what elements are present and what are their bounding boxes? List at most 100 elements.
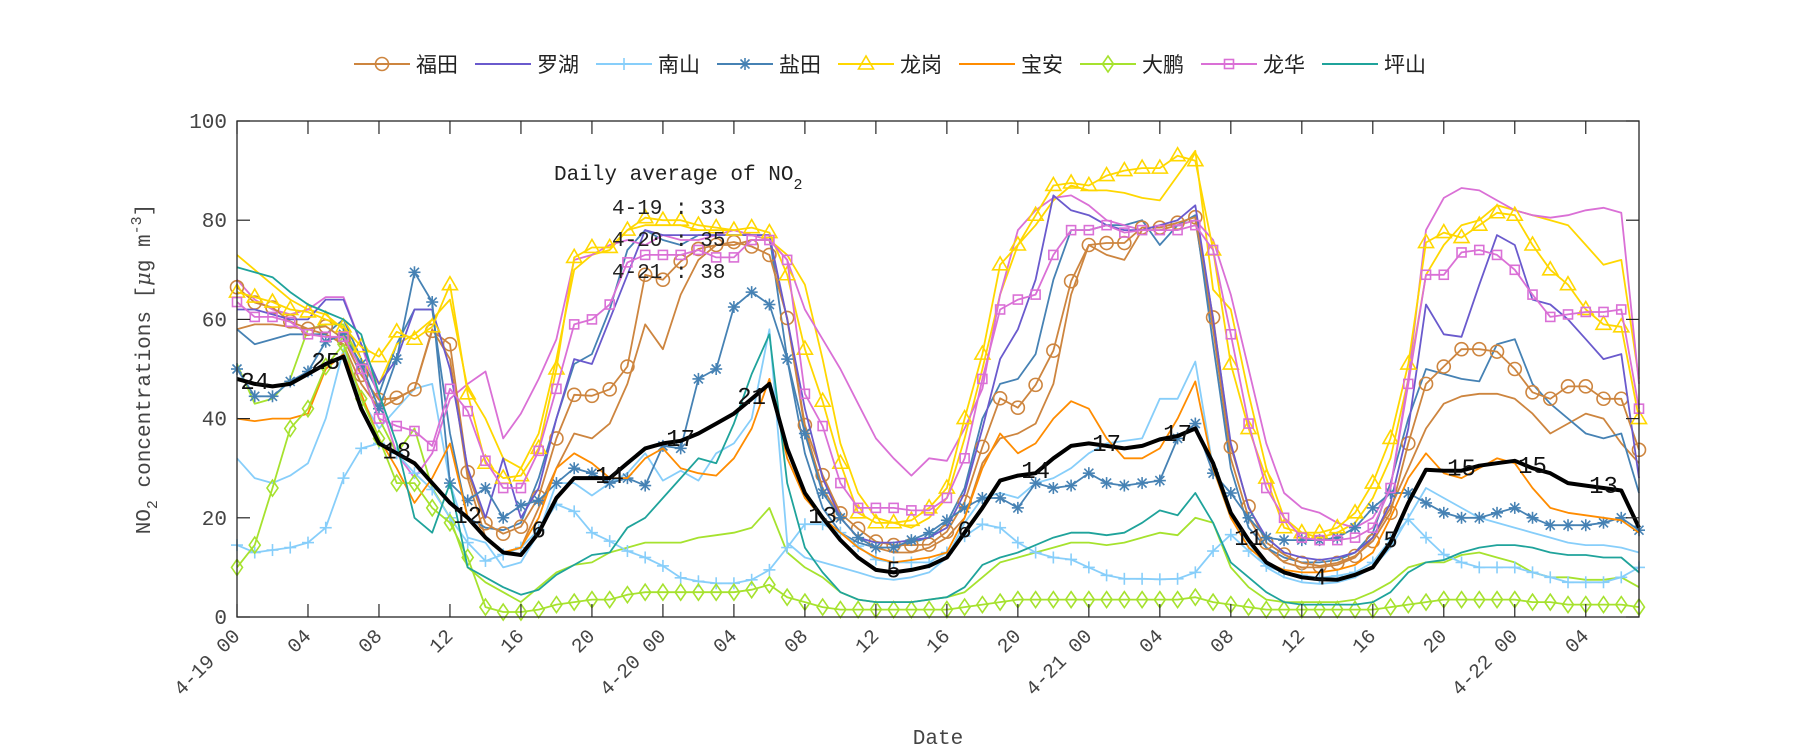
x-tick-label: 16 xyxy=(923,626,956,659)
data-point-diamond xyxy=(1597,595,1610,615)
plot-frame xyxy=(236,120,1640,618)
data-point-triangle xyxy=(423,317,442,333)
data-point-plus xyxy=(1065,553,1078,566)
data-point-square xyxy=(409,425,420,437)
data-point-square xyxy=(1012,294,1024,305)
data-point-diamond xyxy=(727,582,741,602)
data-point-circle xyxy=(1436,359,1452,374)
data-point-triangle xyxy=(991,255,1009,271)
daily-average-annotation: Daily average of NO2 4-19 : 33 4-20 : 35… xyxy=(554,164,802,285)
data-point-diamond xyxy=(1455,590,1469,610)
data-point-circle xyxy=(1596,391,1611,407)
data-point-asterisk xyxy=(1491,506,1504,519)
data-point-triangle xyxy=(1026,205,1045,222)
data-point-asterisk xyxy=(905,534,918,547)
data-point-plus xyxy=(1526,566,1539,579)
y-axis-label: NO2 concentrations [μg m-3] xyxy=(129,204,162,535)
data-point-asterisk xyxy=(692,372,705,385)
data-point-triangle xyxy=(813,391,832,408)
data-point-asterisk xyxy=(1579,519,1592,532)
data-point-asterisk xyxy=(550,477,563,490)
data-point-triangle xyxy=(370,346,388,363)
data-point-asterisk xyxy=(479,482,492,495)
series-line xyxy=(236,154,1640,534)
data-point-plus xyxy=(1171,572,1184,585)
data-point-triangle xyxy=(725,220,743,236)
data-point-plus xyxy=(1029,546,1042,559)
data-point-diamond xyxy=(1419,592,1433,612)
data-point-triangle xyxy=(867,513,885,529)
data-point-plus xyxy=(585,526,598,539)
data-point-square xyxy=(338,331,349,343)
legend-marker-plus xyxy=(618,58,630,70)
data-point-circle xyxy=(1418,376,1434,392)
data-point-asterisk xyxy=(1615,511,1628,524)
data-point-diamond xyxy=(762,575,776,595)
data-point-square xyxy=(302,328,314,340)
point-label: 25 xyxy=(311,350,340,377)
data-point-asterisk xyxy=(1082,467,1095,480)
data-point-diamond xyxy=(1064,590,1078,610)
data-point-square xyxy=(1154,224,1166,236)
data-point-square xyxy=(941,492,953,504)
data-point-diamond xyxy=(691,582,705,602)
data-point-diamond xyxy=(266,478,279,498)
series-罗湖 xyxy=(237,194,1640,561)
series-福田 xyxy=(229,209,1647,574)
data-point-circle xyxy=(1578,379,1594,394)
data-point-triangle xyxy=(1168,146,1187,162)
series-line xyxy=(236,343,1640,613)
x-tick-label: 16 xyxy=(497,626,530,659)
data-point-circle xyxy=(620,359,635,374)
point-label: 21 xyxy=(737,385,766,412)
data-point-diamond xyxy=(1472,590,1486,610)
data-point-triangle xyxy=(1434,222,1453,239)
data-point-square xyxy=(1172,224,1183,236)
data-point-triangle xyxy=(1470,215,1489,231)
point-label: 12 xyxy=(453,504,482,531)
legend-swatch xyxy=(354,56,410,72)
x-tick-label: 04 xyxy=(1136,626,1169,659)
legend-label: 坪山 xyxy=(1384,53,1426,77)
series-龙华 xyxy=(231,219,1645,546)
data-point-square xyxy=(267,311,278,323)
legend-swatch xyxy=(1322,63,1378,65)
data-point-diamond xyxy=(620,585,634,605)
data-point-asterisk xyxy=(869,541,882,554)
data-point-square xyxy=(1598,306,1609,318)
data-point-square xyxy=(355,363,367,375)
data-point-square xyxy=(1296,532,1308,543)
point-label: 14 xyxy=(1021,459,1050,486)
data-point-plus xyxy=(355,442,368,455)
legend-label: 罗湖 xyxy=(537,53,579,77)
x-tick-label: 08 xyxy=(781,626,814,659)
point-label: 15 xyxy=(1518,454,1547,481)
legend-item-南山: 南山 xyxy=(594,49,715,79)
data-point-plus xyxy=(1118,572,1131,585)
legend-item-福田: 福田 xyxy=(352,49,473,79)
data-point-triangle xyxy=(281,299,300,316)
annotation-title: Daily average of NO2 xyxy=(554,164,802,194)
data-point-square xyxy=(1367,522,1379,534)
data-point-plus xyxy=(284,541,297,554)
legend-swatch xyxy=(959,63,1015,65)
data-point-square xyxy=(1278,512,1290,524)
data-point-plus xyxy=(621,545,634,558)
data-point-triangle xyxy=(1541,260,1560,276)
data-point-circle xyxy=(1347,548,1363,564)
data-point-triangle xyxy=(654,210,672,226)
point-label: 5 xyxy=(1383,529,1397,556)
legend-item-盐田: 盐田 xyxy=(715,49,836,79)
data-point-plus xyxy=(1207,545,1220,558)
legend-label: 大鹏 xyxy=(1142,53,1184,77)
data-point-asterisk xyxy=(408,266,421,279)
data-point-asterisk xyxy=(1349,521,1362,534)
data-point-square xyxy=(1509,264,1521,276)
data-point-asterisk xyxy=(834,511,847,524)
data-point-diamond xyxy=(283,419,297,438)
data-point-square xyxy=(1048,249,1059,261)
x-tick-label: 20 xyxy=(568,626,601,659)
series-line xyxy=(236,442,1640,585)
data-point-plus xyxy=(1402,513,1415,526)
data-point-square xyxy=(817,420,828,432)
